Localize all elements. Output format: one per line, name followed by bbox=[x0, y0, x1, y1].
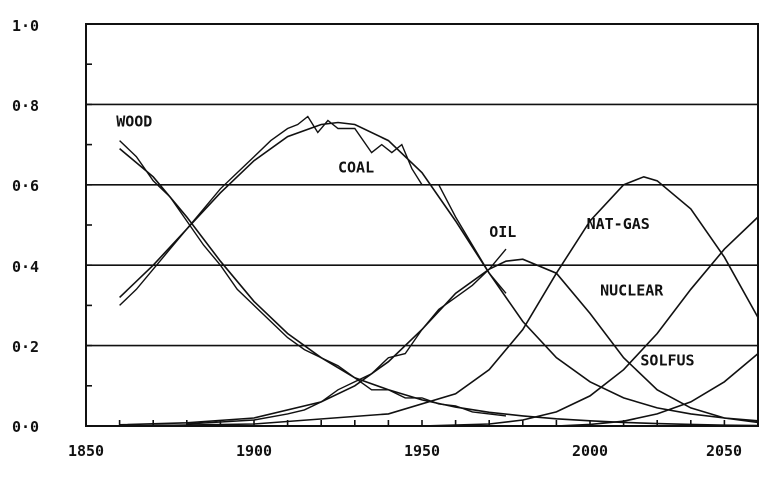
curve-label-coal: COAL bbox=[338, 159, 374, 177]
y-tick-label: 0·0 bbox=[12, 418, 39, 436]
x-tick-label: 2050 bbox=[706, 442, 742, 460]
y-tick-label: 0·2 bbox=[12, 338, 39, 356]
curve-label-wood: WOOD bbox=[116, 113, 152, 131]
y-tick-label: 1·0 bbox=[12, 17, 39, 35]
series-line-coal-fitted bbox=[119, 121, 759, 422]
series-line-coal-historical bbox=[119, 115, 507, 306]
x-tick-label: 2000 bbox=[572, 442, 608, 460]
x-tick-label: 1900 bbox=[236, 442, 272, 460]
series-line-wood-historical bbox=[119, 140, 507, 417]
curve-label-oil: OIL bbox=[489, 223, 516, 241]
grid-lines bbox=[86, 103, 758, 347]
series-line-oil-fitted bbox=[119, 258, 759, 426]
series-line-nuclear-fitted bbox=[421, 216, 759, 427]
y-tick-label: 0·4 bbox=[12, 258, 39, 276]
series-line-oil-historical bbox=[186, 248, 507, 425]
x-tick-label: 1950 bbox=[404, 442, 440, 460]
curve-label-solfus: SOLFUS bbox=[640, 352, 694, 370]
curve-labels: WOOD COAL OIL NAT-GAS NUCLEAR SOLFUS bbox=[116, 113, 694, 370]
curve-label-nat-gas: NAT-GAS bbox=[587, 215, 650, 233]
y-axis-tick-labels: 0·0 0·2 0·4 0·6 0·8 1·0 bbox=[12, 17, 39, 436]
curve-label-nuclear: NUCLEAR bbox=[600, 281, 664, 299]
y-tick-label: 0·6 bbox=[12, 177, 39, 195]
series-lines bbox=[119, 115, 759, 427]
y-tick-label: 0·8 bbox=[12, 97, 39, 115]
x-tick-label: 1850 bbox=[68, 442, 104, 460]
axis-ticks bbox=[85, 23, 759, 427]
series-line-nat-gas-fitted bbox=[119, 175, 759, 427]
x-axis-tick-labels: 1850 1900 1950 2000 2050 bbox=[68, 442, 742, 460]
